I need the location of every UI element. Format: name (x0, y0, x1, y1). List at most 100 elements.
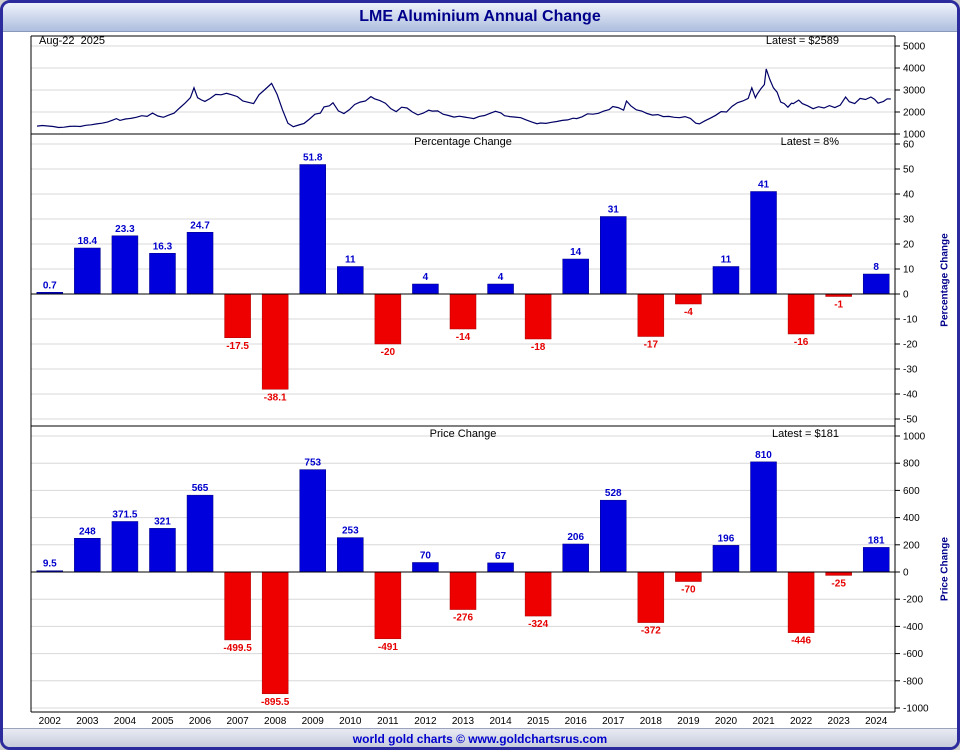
title-bar: LME Aluminium Annual Change (3, 3, 957, 32)
bar-2024 (862, 547, 890, 573)
bar-value-label: -70 (681, 585, 696, 596)
bar-2015 (524, 571, 552, 617)
bar-value-label: 196 (718, 533, 735, 544)
y-tick-label: -10 (903, 315, 918, 326)
x-tick-label-2014: 2014 (489, 716, 512, 727)
bar-value-label: 528 (605, 488, 622, 499)
price-latest-label: Latest = $2589 (765, 35, 839, 47)
bar-2019 (675, 293, 702, 305)
bar-2018 (637, 571, 665, 623)
bar-2024 (862, 273, 890, 295)
bar-2022 (787, 571, 815, 633)
y-tick-label: 200 (903, 540, 920, 551)
bar-2011 (374, 293, 402, 345)
bar-value-label: -895.5 (261, 697, 290, 708)
bar-2010 (337, 266, 364, 295)
bar-value-label: 70 (420, 550, 432, 561)
price-change-axis-title: Price Change (939, 537, 951, 601)
bar-value-label: -25 (831, 578, 846, 589)
bar-value-label: 18.4 (78, 236, 98, 247)
x-tick-label-2002: 2002 (39, 716, 62, 727)
x-tick-label-2011: 2011 (377, 716, 399, 727)
bar-2012 (412, 283, 439, 295)
bar-2018 (637, 293, 665, 337)
chart-title: LME Aluminium Annual Change (359, 8, 601, 25)
bar-2017 (600, 499, 627, 573)
bar-2009 (299, 469, 326, 573)
y-tick-label: 60 (903, 140, 915, 151)
bar-value-label: 253 (342, 526, 359, 537)
y-tick-label: 2000 (903, 108, 926, 119)
bar-2006 (186, 232, 214, 295)
chart-canvas: 500040003000200010006050403020100-10-20-… (30, 35, 929, 727)
bar-2015 (524, 293, 552, 340)
bar-value-label: -20 (381, 347, 396, 358)
bar-2016 (562, 258, 589, 295)
bar-value-label: 753 (304, 458, 321, 469)
bar-2021 (750, 191, 777, 295)
bar-value-label: -446 (791, 636, 811, 647)
y-tick-label: 3000 (903, 86, 926, 97)
bar-value-label: 4 (498, 272, 504, 283)
bar-2008 (261, 293, 289, 390)
y-tick-label: -1000 (903, 704, 929, 715)
bar-value-label: -14 (456, 332, 471, 343)
x-tick-label-2015: 2015 (527, 716, 550, 727)
x-tick-label-2013: 2013 (452, 716, 475, 727)
bar-2014 (487, 562, 514, 573)
bar-value-label: -491 (378, 642, 398, 653)
bar-value-label: -4 (684, 307, 693, 318)
bar-2007 (224, 293, 251, 338)
bar-value-label: -38.1 (264, 392, 287, 403)
bar-value-label: 371.5 (112, 509, 137, 520)
bar-value-label: 14 (570, 247, 582, 258)
y-tick-label: 30 (903, 215, 915, 226)
bar-value-label: 23.3 (115, 224, 135, 235)
bar-value-label: -1 (834, 300, 843, 311)
bar-value-label: 11 (345, 255, 356, 266)
bar-2010 (337, 537, 364, 573)
bar-value-label: 321 (154, 516, 171, 527)
bar-2017 (600, 216, 627, 295)
x-tick-label-2020: 2020 (715, 716, 738, 727)
y-tick-label: -40 (903, 390, 918, 401)
bar-2008 (261, 571, 289, 695)
bar-2009 (299, 164, 326, 295)
y-tick-label: 600 (903, 486, 920, 497)
y-tick-label: 40 (903, 190, 915, 201)
y-tick-label: 10 (903, 265, 915, 276)
footer: world gold charts © www.goldchartsrus.co… (3, 728, 957, 747)
y-tick-label: -600 (903, 649, 923, 660)
bar-value-label: 248 (79, 526, 96, 537)
bar-value-label: 181 (868, 535, 885, 546)
bar-value-label: 24.7 (190, 220, 210, 231)
y-tick-label: 1000 (903, 432, 926, 443)
x-tick-label-2016: 2016 (565, 716, 588, 727)
bar-value-label: 8 (873, 262, 879, 273)
bar-2014 (487, 283, 514, 295)
x-tick-label-2009: 2009 (302, 716, 325, 727)
x-tick-label-2006: 2006 (189, 716, 212, 727)
bar-2004 (111, 521, 139, 573)
bar-2022 (787, 293, 815, 335)
y-tick-label: 0 (903, 568, 909, 579)
bar-value-label: 206 (567, 532, 584, 543)
x-tick-label-2019: 2019 (677, 716, 700, 727)
bar-value-label: 9.5 (43, 559, 57, 570)
y-tick-label: -800 (903, 676, 923, 687)
percentage-panel-title: Percentage Change (414, 136, 512, 148)
bar-2016 (562, 543, 589, 573)
y-tick-label: 1000 (903, 130, 926, 141)
y-tick-label: -200 (903, 595, 923, 606)
bar-2011 (374, 571, 402, 640)
y-tick-label: 4000 (903, 64, 926, 75)
date-label: Aug-22 2025 (39, 35, 106, 47)
bar-2005 (149, 253, 176, 295)
bar-2013 (449, 293, 477, 330)
bar-value-label: -276 (453, 613, 473, 624)
bar-2007 (224, 571, 251, 641)
bar-value-label: -499.5 (223, 643, 252, 654)
bar-2012 (412, 562, 439, 573)
x-tick-label-2021: 2021 (752, 716, 775, 727)
bar-value-label: -18 (531, 342, 546, 353)
